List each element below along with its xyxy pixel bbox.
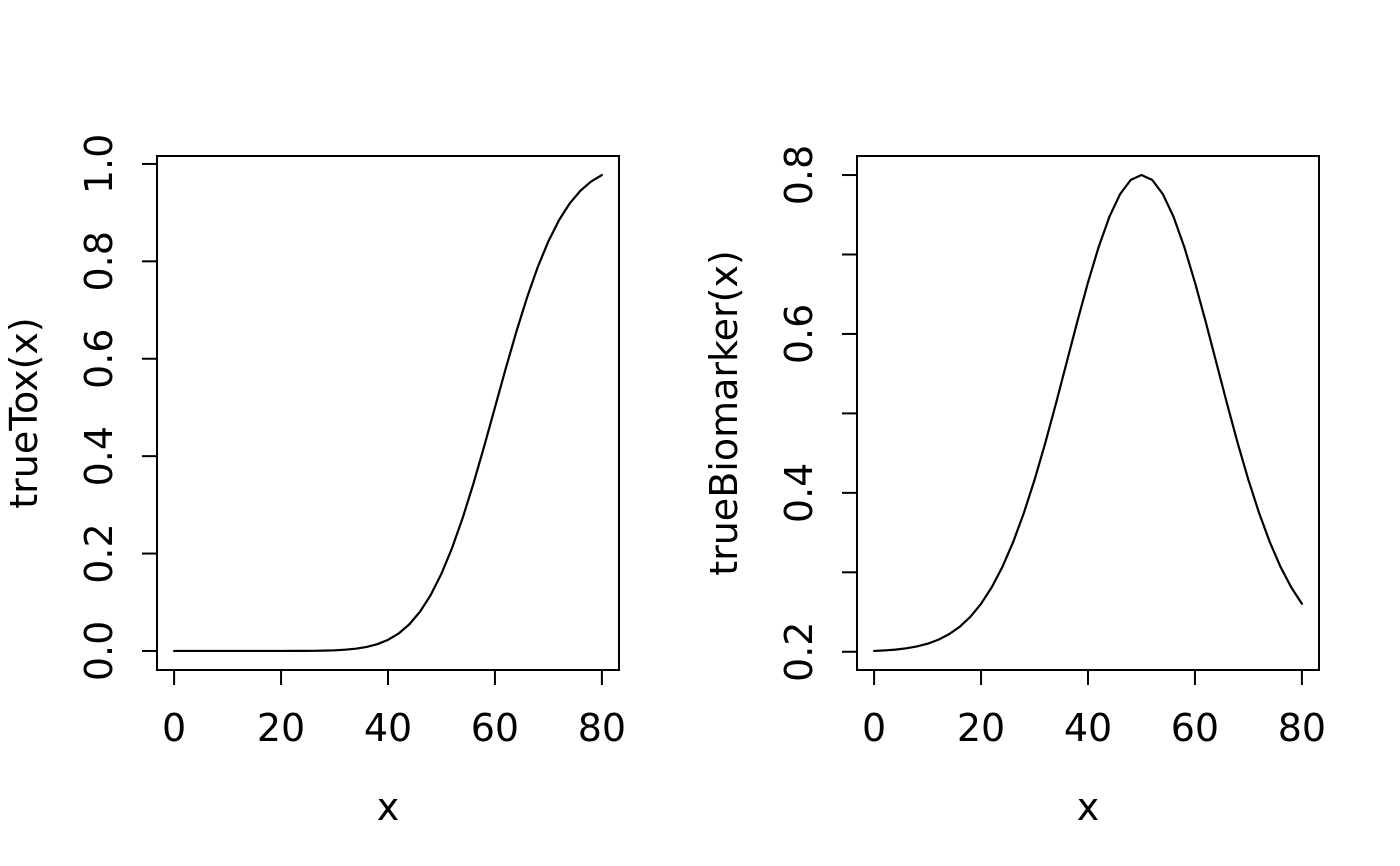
truebiomarker-ylabel: trueBiomarker(x) bbox=[702, 250, 746, 576]
y-tick-label: 0.4 bbox=[777, 463, 821, 523]
y-tick-label: 0.6 bbox=[77, 329, 121, 389]
plot-box bbox=[156, 155, 620, 671]
truetox-panel: 0 20 40 60 80 0.0 0.2 0.4 0.6 0.8 1.0 x trueTox(x) bbox=[2, 134, 626, 829]
truetox-ylabel: trueTox(x) bbox=[2, 317, 46, 508]
y-tick-label: 1.0 bbox=[77, 134, 121, 194]
x-tick-label: 80 bbox=[578, 706, 626, 750]
plot-box bbox=[856, 155, 1320, 671]
x-tick-label: 20 bbox=[257, 706, 305, 750]
y-tick-label: 0.8 bbox=[77, 231, 121, 291]
truebiomarker-panel: 0 20 40 60 80 0.2 0.4 0.6 0.8 x trueBiomarker(x) bbox=[702, 145, 1326, 829]
x-tick-label: 80 bbox=[1278, 706, 1326, 750]
x-tick-label: 0 bbox=[162, 706, 186, 750]
truebiomarker-xlabel: x bbox=[1077, 785, 1100, 829]
y-tick-label: 0.0 bbox=[77, 621, 121, 681]
y-tick-label: 0.4 bbox=[77, 426, 121, 486]
truebiomarker-plot-area: 0 20 40 60 80 0.2 0.4 0.6 0.8 bbox=[777, 145, 1326, 750]
y-tick-label: 0.8 bbox=[777, 145, 821, 205]
x-tick-label: 40 bbox=[1064, 706, 1112, 750]
truetox-xlabel: x bbox=[377, 785, 400, 829]
truetox-plot-area: 0 20 40 60 80 0.0 0.2 0.4 0.6 0.8 1.0 bbox=[77, 134, 626, 750]
x-tick-label: 60 bbox=[471, 706, 519, 750]
y-tick-label: 0.2 bbox=[77, 523, 121, 583]
x-tick-label: 0 bbox=[862, 706, 886, 750]
truetox-curve bbox=[173, 173, 603, 653]
x-tick-label: 40 bbox=[364, 706, 412, 750]
y-tick-label: 0.6 bbox=[777, 304, 821, 364]
y-tick-label: 0.2 bbox=[777, 622, 821, 682]
x-tick-label: 60 bbox=[1171, 706, 1219, 750]
x-tick-label: 20 bbox=[957, 706, 1005, 750]
truebiomarker-curve bbox=[873, 173, 1303, 653]
